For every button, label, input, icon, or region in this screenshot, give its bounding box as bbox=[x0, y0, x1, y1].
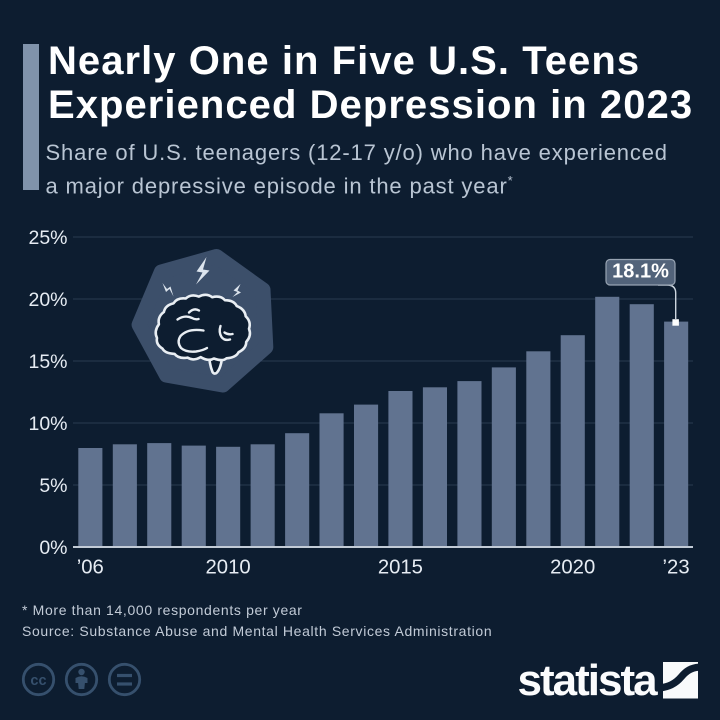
svg-text:2015: 2015 bbox=[378, 557, 423, 579]
svg-text:’06: ’06 bbox=[77, 557, 104, 579]
svg-text:20%: 20% bbox=[28, 289, 67, 311]
svg-text:2010: 2010 bbox=[206, 557, 251, 579]
svg-text:15%: 15% bbox=[28, 351, 67, 373]
svg-text:18.1%: 18.1% bbox=[612, 261, 669, 283]
svg-text:cc: cc bbox=[30, 673, 46, 689]
svg-text:5%: 5% bbox=[39, 475, 67, 497]
svg-text:0%: 0% bbox=[39, 537, 67, 559]
svg-text:’23: ’23 bbox=[663, 557, 690, 579]
svg-text:2020: 2020 bbox=[550, 557, 595, 579]
svg-text:25%: 25% bbox=[28, 227, 67, 249]
svg-text:10%: 10% bbox=[28, 413, 67, 435]
